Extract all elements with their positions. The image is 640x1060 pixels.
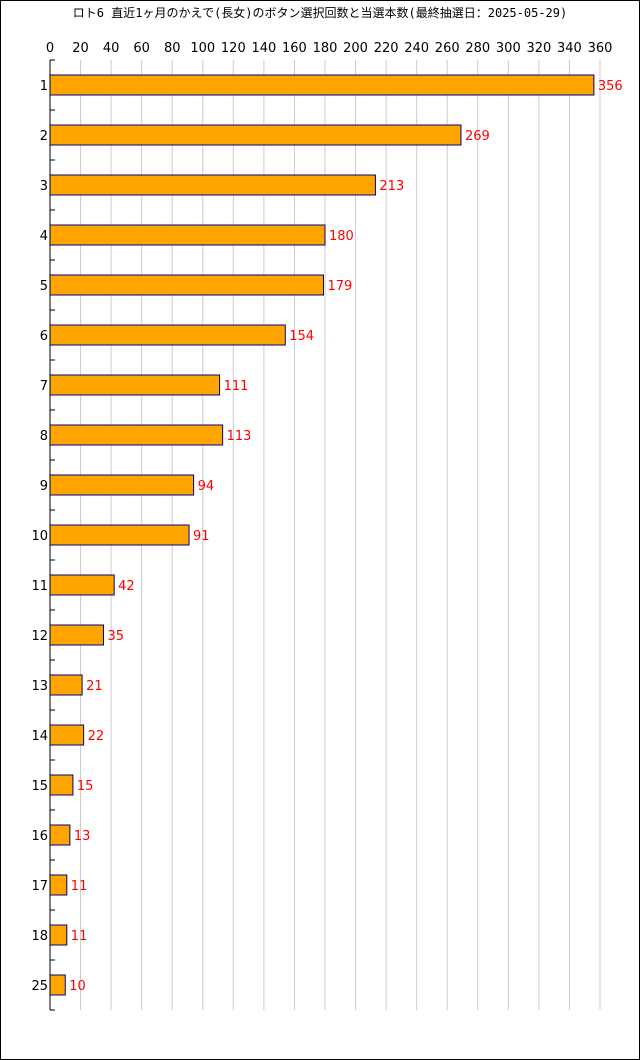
- bar: [49, 224, 326, 246]
- data-label: 11: [71, 929, 88, 944]
- data-label: 179: [327, 279, 352, 294]
- data-label: 22: [88, 729, 105, 744]
- category-label: 7: [40, 379, 48, 394]
- category-label: 4: [40, 229, 48, 244]
- data-label: 11: [71, 879, 88, 894]
- category-label: 16: [31, 829, 48, 844]
- data-label: 213: [379, 179, 404, 194]
- data-label: 21: [86, 679, 103, 694]
- data-label: 91: [193, 529, 210, 544]
- bars: [49, 74, 595, 996]
- x-tick-label: 60: [133, 41, 150, 56]
- x-tick-label: 80: [164, 41, 181, 56]
- data-label: 113: [227, 429, 252, 444]
- bar: [49, 74, 595, 96]
- bar: [49, 774, 74, 796]
- axes: [49, 59, 55, 1011]
- bar: [49, 924, 68, 946]
- bar: [49, 824, 71, 846]
- data-label: 154: [289, 329, 314, 344]
- category-label: 17: [31, 879, 48, 894]
- bar: [49, 574, 115, 596]
- x-tick-label: 200: [343, 41, 368, 56]
- category-label: 11: [31, 579, 48, 594]
- bar: [49, 624, 104, 646]
- category-label: 5: [40, 279, 48, 294]
- category-label: 25: [31, 979, 48, 994]
- data-label: 111: [224, 379, 249, 394]
- labels: 0 20 40 60 80 100 120 140 160 180 200 220 240 260 280 3…: [31, 41, 622, 994]
- category-label: 9: [40, 479, 48, 494]
- bar: [49, 124, 462, 146]
- bar: [49, 874, 68, 896]
- x-tick-label: 0: [46, 41, 54, 56]
- x-tick-label: 100: [190, 41, 215, 56]
- x-tick-label: 280: [465, 41, 490, 56]
- category-label: 6: [40, 329, 48, 344]
- data-label: 42: [118, 579, 135, 594]
- x-tick-label: 220: [374, 41, 399, 56]
- x-tick-label: 300: [496, 41, 521, 56]
- category-label: 1: [40, 79, 48, 94]
- category-label: 18: [31, 929, 48, 944]
- x-tick-label: 360: [588, 41, 613, 56]
- data-label: 13: [74, 829, 91, 844]
- grid-lines: [80, 60, 601, 1010]
- category-label: 10: [31, 529, 48, 544]
- bar: [49, 674, 83, 696]
- x-tick-label: 320: [526, 41, 551, 56]
- x-tick-label: 20: [72, 41, 89, 56]
- category-label: 3: [40, 179, 48, 194]
- data-label: 356: [598, 79, 623, 94]
- chart-title: ロト6 直近1ヶ月のかえで(長女)のボタン選択回数と当選本数(最終抽選日：202…: [72, 6, 568, 20]
- data-label: 10: [69, 979, 86, 994]
- category-label: 15: [31, 779, 48, 794]
- bar: [49, 374, 221, 396]
- data-label: 15: [77, 779, 94, 794]
- bar: [49, 474, 195, 496]
- category-label: 12: [31, 629, 48, 644]
- category-label: 14: [31, 729, 48, 744]
- bar: [49, 174, 376, 196]
- bar: [49, 424, 224, 446]
- category-label: 8: [40, 429, 48, 444]
- x-tick-label: 160: [282, 41, 307, 56]
- bar: [49, 524, 190, 546]
- data-label: 35: [107, 629, 124, 644]
- x-tick-label: 120: [221, 41, 246, 56]
- bar: [49, 724, 85, 746]
- x-tick-label: 260: [435, 41, 460, 56]
- data-label: 269: [465, 129, 490, 144]
- x-tick-label: 40: [103, 41, 120, 56]
- category-label: 13: [31, 679, 48, 694]
- x-tick-label: 140: [251, 41, 276, 56]
- data-label: 180: [329, 229, 354, 244]
- bar: [49, 274, 324, 296]
- x-tick-label: 180: [313, 41, 338, 56]
- data-label: 94: [198, 479, 215, 494]
- bar: [49, 324, 286, 346]
- x-tick-label: 340: [557, 41, 582, 56]
- category-label: 2: [40, 129, 48, 144]
- bar: [49, 974, 66, 996]
- x-tick-label: 240: [404, 41, 429, 56]
